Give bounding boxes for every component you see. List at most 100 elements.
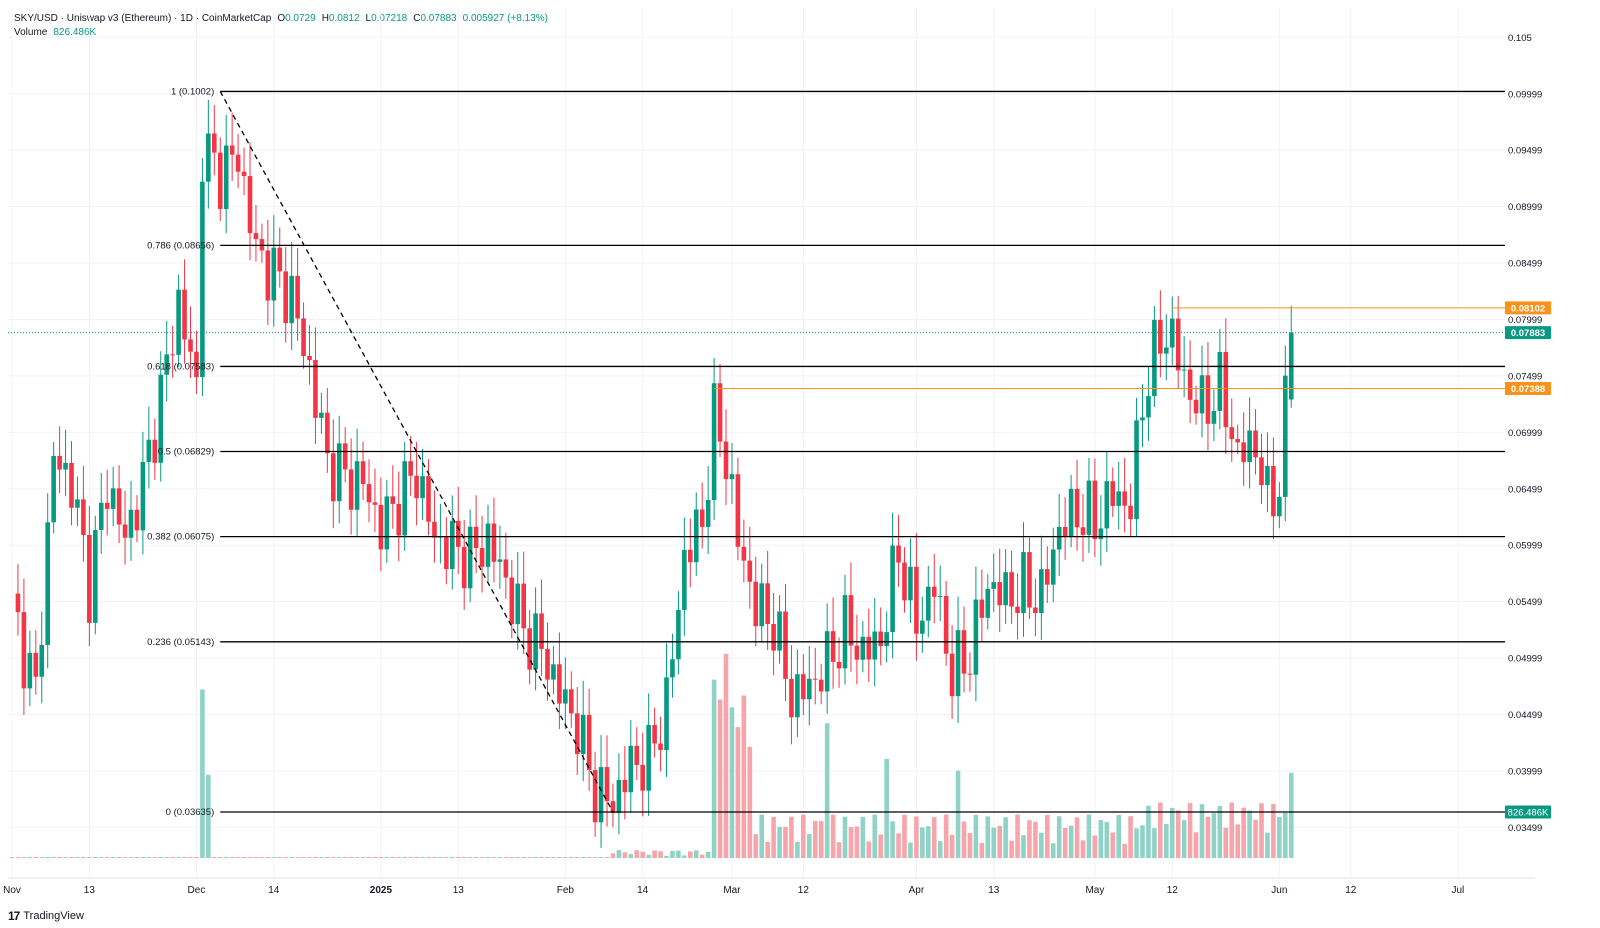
y-tick-label: 0.05499 xyxy=(1508,597,1542,608)
volume-bar xyxy=(390,857,396,858)
candle-body xyxy=(170,354,175,356)
volume-bar xyxy=(1021,835,1026,858)
candle-body xyxy=(1003,572,1008,606)
volume-bar xyxy=(1080,840,1086,858)
candle-body xyxy=(521,583,526,629)
symbol-title[interactable]: SKY/USD · Uniswap v3 (Ethereum) · 1D · C… xyxy=(14,13,272,24)
candle-body xyxy=(450,520,455,570)
volume-bar xyxy=(57,857,62,858)
x-tick-label: Mar xyxy=(723,885,741,896)
candle-body xyxy=(1104,481,1110,529)
volume-bar xyxy=(628,854,634,858)
candle-body xyxy=(331,453,336,502)
candle-body xyxy=(699,509,705,527)
candle-body xyxy=(1021,552,1026,613)
volume-bar xyxy=(801,814,806,858)
candle-body xyxy=(937,595,943,597)
candle-body xyxy=(93,530,98,623)
candle-body xyxy=(1158,319,1163,354)
price-tag-bg xyxy=(1505,301,1551,315)
volume-bar xyxy=(818,821,824,858)
volume-bar xyxy=(937,841,943,858)
candle-body xyxy=(485,523,491,567)
volume-bar xyxy=(1009,840,1014,858)
volume-bar xyxy=(455,857,461,858)
candle-body xyxy=(1146,396,1151,418)
candle-body xyxy=(348,469,354,510)
candle-body xyxy=(319,412,324,418)
candle-body xyxy=(610,801,616,814)
candle-body xyxy=(1277,496,1282,517)
fib-level-label: 0.618 (0.07583) xyxy=(147,361,214,372)
volume-bar xyxy=(402,857,407,858)
volume-bar xyxy=(616,850,622,858)
high-value: 0.0812 xyxy=(328,13,360,24)
candle-body xyxy=(51,455,56,523)
volume-bar xyxy=(699,854,705,858)
candle-body xyxy=(57,455,62,470)
volume-bar xyxy=(830,814,836,858)
volume-bar xyxy=(789,816,794,858)
volume-tag: 826.486K xyxy=(1508,807,1549,818)
volume-bar xyxy=(908,842,913,858)
volume-bar xyxy=(336,857,342,858)
y-tick-label: 0.04499 xyxy=(1508,710,1542,721)
candle-body xyxy=(580,714,586,755)
volume-bar xyxy=(1134,828,1139,858)
volume-bar xyxy=(1092,835,1098,858)
volume-bar xyxy=(1039,832,1044,858)
volume-bar xyxy=(1045,814,1050,858)
volume-bar xyxy=(295,857,300,858)
volume-bar xyxy=(765,841,770,858)
candle-body xyxy=(491,523,497,562)
candle-body xyxy=(87,534,92,623)
x-tick-label: Jun xyxy=(1271,885,1287,896)
candle-body xyxy=(307,355,312,361)
y-tick-label: 0.08499 xyxy=(1508,259,1542,270)
candle-body xyxy=(146,439,152,462)
candle-body xyxy=(1074,488,1080,528)
volume-bar xyxy=(259,857,265,858)
volume-bar xyxy=(598,857,604,858)
volume-bar xyxy=(1247,810,1252,858)
volume-bar xyxy=(753,834,759,858)
volume-label[interactable]: Volume xyxy=(14,27,48,38)
tradingview-logo[interactable]: 17 TradingView xyxy=(8,909,84,923)
candle-body xyxy=(152,439,158,463)
candle-body xyxy=(884,632,889,647)
candle-body xyxy=(1164,347,1169,354)
price-tag-bg xyxy=(1505,381,1551,395)
candle-body xyxy=(955,630,961,697)
volume-bar xyxy=(509,857,515,858)
volume-bar xyxy=(229,857,235,858)
volume-bar xyxy=(842,816,848,858)
candle-body xyxy=(705,500,711,527)
volume-bar xyxy=(878,834,883,858)
volume-bar xyxy=(563,857,568,858)
candle-body xyxy=(217,152,223,209)
candle-body xyxy=(801,674,806,700)
volume-bar xyxy=(693,850,699,858)
candle-body xyxy=(765,583,770,624)
candle-body xyxy=(890,545,895,633)
candle-body xyxy=(134,509,140,531)
volume-bar xyxy=(991,827,997,858)
volume-bar xyxy=(866,841,872,858)
volume-bar xyxy=(955,770,961,858)
volume-bar xyxy=(967,833,973,858)
volume-bar xyxy=(110,857,116,858)
y-tick-label: 0.06499 xyxy=(1508,484,1542,495)
price-tag: 0.07883 xyxy=(1511,328,1545,339)
candle-body xyxy=(866,636,872,660)
candle-body xyxy=(693,509,699,563)
candle-body xyxy=(408,461,413,476)
candle-body xyxy=(432,521,437,538)
candle-body xyxy=(1187,369,1193,400)
volume-bar xyxy=(414,857,419,858)
candle-body xyxy=(265,250,271,301)
candle-body xyxy=(586,714,592,770)
volume-bar xyxy=(824,723,830,858)
candle-body xyxy=(574,713,580,755)
x-tick-label: Nov xyxy=(3,885,21,896)
